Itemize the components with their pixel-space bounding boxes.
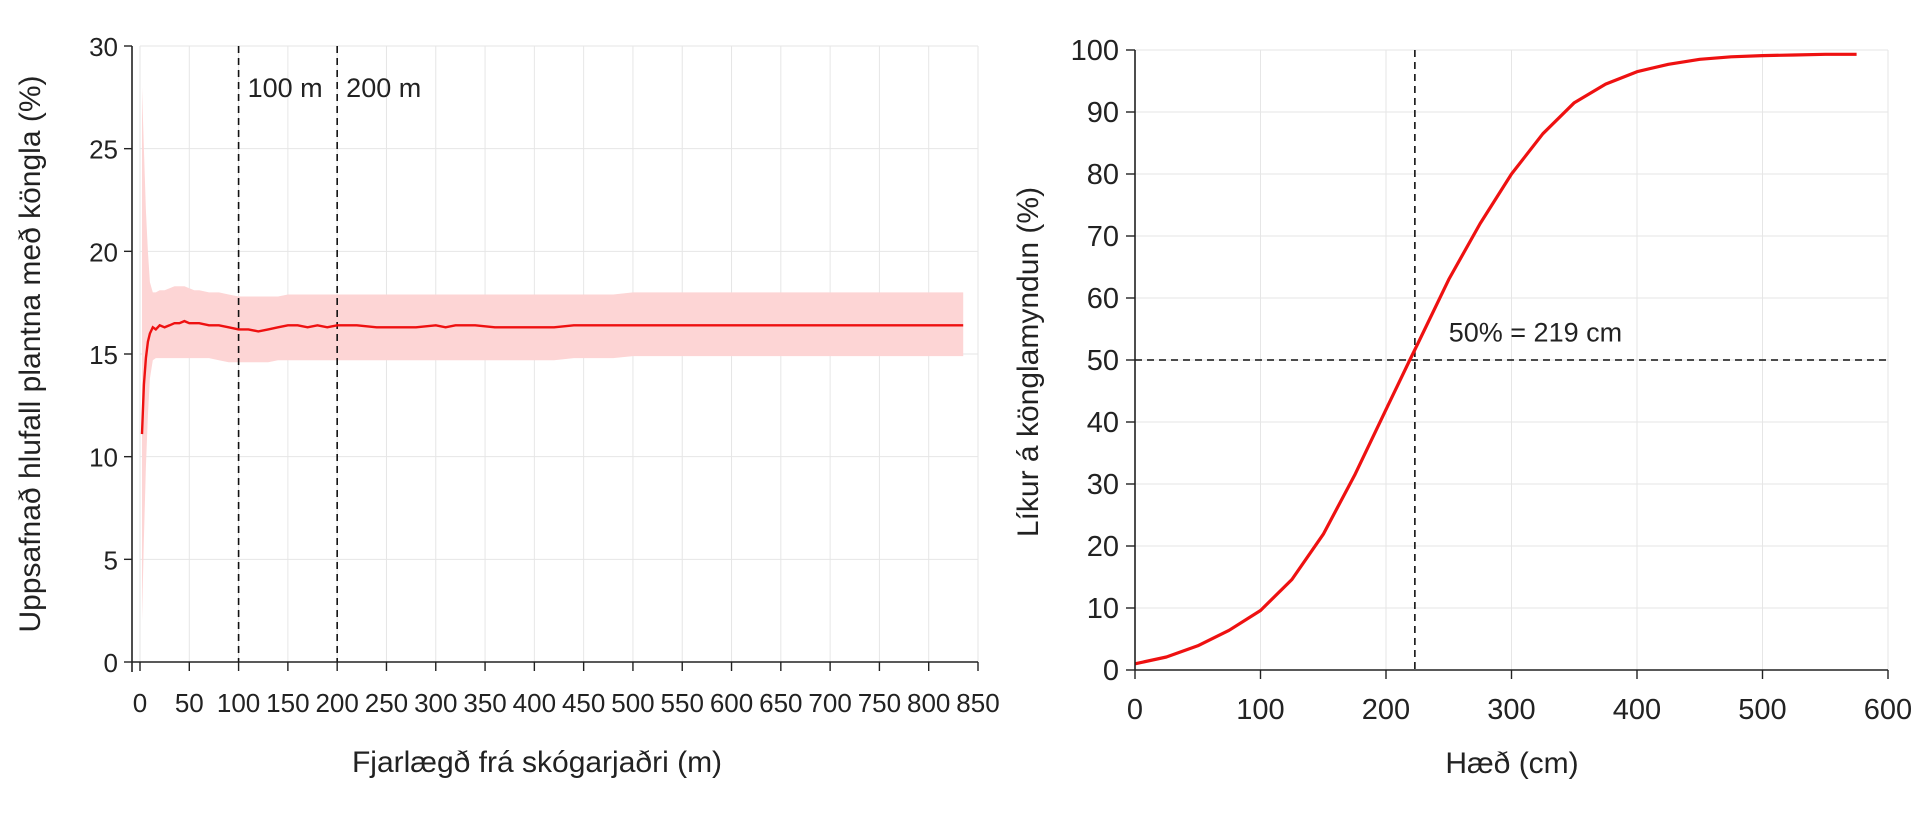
x-tick-label: 600 [1864, 694, 1912, 726]
y-tick-label: 30 [89, 32, 118, 62]
fifty-percent-annotation: 50% = 219 cm [1449, 317, 1622, 347]
height-chart: 0 100 200 300 400 500 600 0 10 20 30 40 50 60 70 80 90 1… [1012, 35, 1912, 780]
x-tick-label: 200 [1362, 694, 1410, 726]
y-tick-label: 25 [89, 135, 118, 165]
y-tick-label: 40 [1087, 407, 1119, 439]
y-tick-label: 70 [1087, 221, 1119, 253]
y-tick-label: 5 [104, 545, 118, 575]
y-tick-label: 90 [1087, 97, 1119, 129]
y-tick-label: 80 [1087, 159, 1119, 191]
y-tick-label: 10 [89, 443, 118, 473]
x-tick-label: 100 [217, 688, 260, 718]
x-tick-label: 250 [365, 688, 408, 718]
left-x-axis-title: Fjarlægð frá skógarjaðri (m) [352, 746, 722, 779]
y-tick-label: 0 [104, 648, 118, 678]
right-reference-lines [1135, 50, 1888, 670]
left-reference-lines [237, 46, 338, 662]
y-tick-label: 15 [89, 340, 118, 370]
x-tick-label: 350 [463, 688, 506, 718]
cumulative-proportion-line [140, 319, 964, 435]
x-tick-label: 850 [956, 688, 999, 718]
y-tick-label: 20 [1087, 531, 1119, 563]
x-tick-label: 200 [315, 688, 358, 718]
y-tick-label: 100 [1071, 35, 1119, 67]
x-tick-label: 700 [808, 688, 851, 718]
x-tick-label: 650 [759, 688, 802, 718]
y-tick-label: 10 [1087, 593, 1119, 625]
x-tick-label: 300 [1487, 694, 1535, 726]
x-tick-label: 450 [562, 688, 605, 718]
right-y-ticks: 0 10 20 30 40 50 60 70 80 90 100 [1071, 35, 1135, 687]
x-tick-label: 550 [661, 688, 704, 718]
right-y-axis-title: Líkur á könglamyndun (%) [1012, 187, 1045, 537]
x-tick-label: 750 [858, 688, 901, 718]
x-tick-label: 500 [611, 688, 654, 718]
y-tick-label: 0 [1103, 655, 1119, 687]
x-tick-label: 600 [710, 688, 753, 718]
left-y-ticks: 0 5 10 15 20 25 30 [89, 32, 132, 678]
y-tick-label: 60 [1087, 283, 1119, 315]
y-tick-label: 30 [1087, 469, 1119, 501]
x-tick-label: 100 [1236, 694, 1284, 726]
confidence-band [142, 87, 964, 621]
x-tick-label: 150 [266, 688, 309, 718]
x-tick-label: 500 [1738, 694, 1786, 726]
y-tick-label: 20 [89, 237, 118, 267]
x-tick-label: 300 [414, 688, 457, 718]
y-tick-label: 50 [1087, 345, 1119, 377]
x-tick-label: 0 [133, 688, 147, 718]
left-y-axis-title: Uppsafnað hlufall plantna með köngla (%) [14, 75, 47, 632]
x-tick-label: 50 [175, 688, 204, 718]
x-tick-label: 400 [513, 688, 556, 718]
left-x-ticks: 0 50 100 150 200 250 300 350 400 450 500 550 600 650 7… [133, 662, 1000, 718]
x-tick-label: 0 [1127, 694, 1143, 726]
right-x-ticks: 0 100 200 300 400 500 600 [1127, 670, 1912, 726]
ref-label-100m: 100 m [248, 73, 323, 103]
right-x-axis-title: Hæð (cm) [1445, 747, 1578, 780]
distance-chart: 0 50 100 150 200 250 300 350 400 450 500 550 600 650 7… [14, 32, 1000, 779]
ref-label-200m: 200 m [346, 73, 421, 103]
probability-curve [1134, 52, 1857, 666]
x-tick-label: 800 [907, 688, 950, 718]
x-tick-label: 400 [1613, 694, 1661, 726]
